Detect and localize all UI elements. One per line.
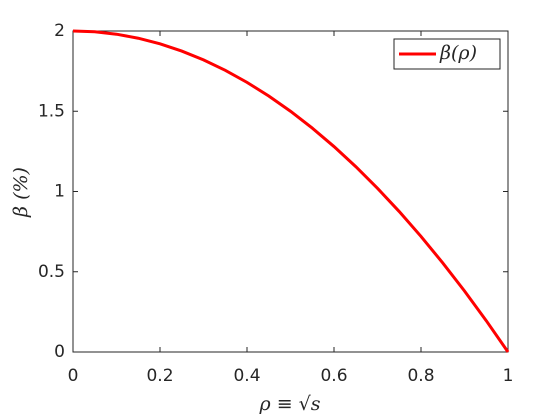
y-tick-label: 1 <box>54 182 65 202</box>
y-tick-label: 1.5 <box>38 101 65 121</box>
plot-area <box>72 30 509 353</box>
y-tick-label: 0 <box>54 342 65 362</box>
x-tick-label: 0.6 <box>320 366 347 386</box>
y-tick-label: 0.5 <box>38 262 65 282</box>
x-tick-label: 0.2 <box>146 366 173 386</box>
y-axis-label: β (%) <box>10 167 32 218</box>
y-tick-label: 2 <box>54 21 65 41</box>
x-tick-label: 1 <box>503 366 514 386</box>
x-tick-label: 0 <box>68 366 79 386</box>
legend-label: β(ρ) <box>439 42 477 64</box>
x-tick-label: 0.4 <box>233 366 260 386</box>
line <box>72 29 510 353</box>
x-tick-label: 0.8 <box>407 366 434 386</box>
x-axis-label: ρ ≡ √s <box>258 393 320 415</box>
